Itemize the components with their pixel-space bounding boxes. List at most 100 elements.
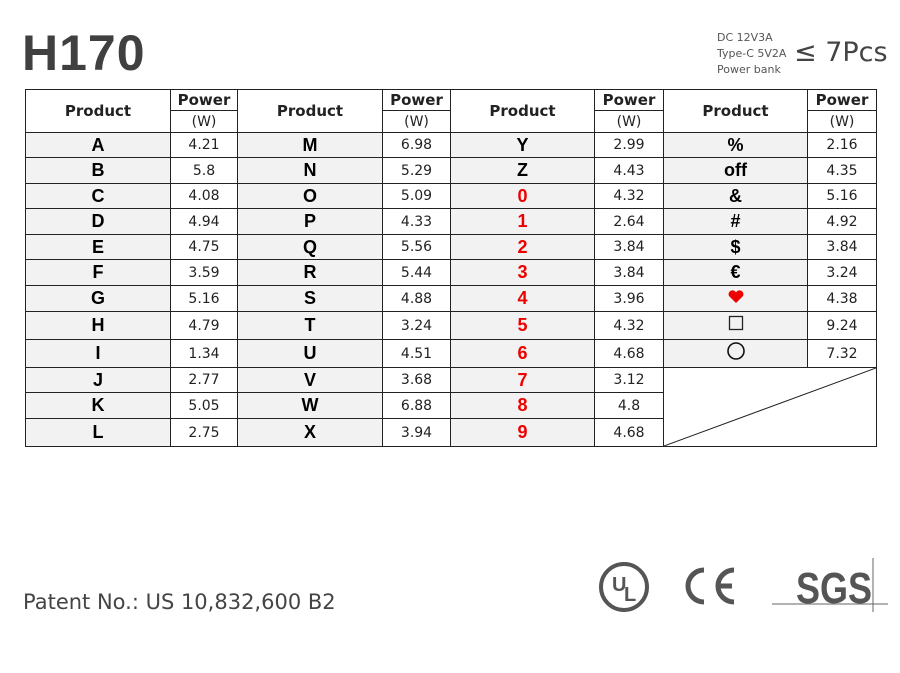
power-cell: 4.32	[594, 183, 664, 209]
table-row: K 5.05 W 6.88 8 4.8	[25, 392, 877, 419]
power-cell: 4.8	[594, 392, 664, 419]
product-cell: &	[663, 183, 808, 209]
power-cell: 5.16	[170, 285, 238, 312]
product-cell: 0	[450, 183, 595, 209]
empty-cell	[663, 367, 877, 447]
power-cell: 4.35	[807, 157, 877, 184]
header-power: Power	[382, 89, 451, 111]
power-cell: 3.96	[594, 285, 664, 312]
table-row: A 4.21 M 6.98 Y 2.99% 2.16	[25, 132, 877, 158]
power-cell: 4.75	[170, 234, 238, 260]
product-cell: 5	[450, 311, 595, 340]
table-row: D 4.94 P 4.33 1 2.64 #4.92	[25, 208, 877, 235]
product-cell: 3	[450, 259, 595, 286]
power-cell: 2.77	[170, 367, 238, 393]
product-cell: 2	[450, 234, 595, 260]
spec-powerbank: Power bank	[717, 63, 781, 76]
power-cell: 9.24	[807, 311, 877, 340]
power-cell: 3.84	[594, 259, 664, 286]
product-cell: off	[663, 157, 808, 184]
product-cell: K	[25, 392, 171, 419]
power-cell: 4.94	[170, 208, 238, 235]
circle-icon	[726, 341, 746, 366]
product-heart-icon	[663, 285, 808, 312]
power-cell: 6.88	[382, 392, 451, 419]
product-cell: L	[25, 418, 171, 447]
product-cell: M	[237, 132, 383, 158]
table-row: I 1.34 U 4.51 6 4.68 7.32	[25, 339, 877, 368]
diagonal-line	[664, 368, 876, 446]
header-product: Product	[663, 89, 808, 133]
patent-number: Patent No.: US 10,832,600 B2	[23, 590, 336, 614]
quantity: ≤ 7Pcs	[794, 37, 888, 68]
power-cell: 4.51	[382, 339, 451, 368]
product-cell: B	[25, 157, 171, 184]
power-cell: 3.68	[382, 367, 451, 393]
power-cell: 2.16	[807, 132, 877, 158]
model-title: H170	[22, 25, 146, 81]
power-cell: 3.59	[170, 259, 238, 286]
power-cell: 4.21	[170, 132, 238, 158]
product-cell: 9	[450, 418, 595, 447]
product-cell: D	[25, 208, 171, 235]
power-cell: 5.09	[382, 183, 451, 209]
sgs-logo: SGS	[772, 558, 888, 613]
product-cell: I	[25, 339, 171, 368]
svg-text:SGS: SGS	[796, 564, 872, 613]
product-cell: $	[663, 234, 808, 260]
power-cell: 5.8	[170, 157, 238, 184]
table-row: F 3.59 R 5.44 3 3.84 €3.24	[25, 259, 877, 286]
product-cell: Y	[450, 132, 595, 158]
product-square-icon	[663, 311, 808, 340]
heart-icon	[727, 288, 745, 309]
spec-typec: Type-C 5V2A	[717, 47, 787, 60]
product-cell: G	[25, 285, 171, 312]
product-cell: 4	[450, 285, 595, 312]
product-cell: H	[25, 311, 171, 340]
product-cell: W	[237, 392, 383, 419]
table-row: B 5.8 N 5.29 Z 4.43 off 4.35	[25, 157, 877, 184]
power-cell: 3.94	[382, 418, 451, 447]
header-product: Product	[25, 89, 171, 133]
power-cell: 4.08	[170, 183, 238, 209]
product-cell: R	[237, 259, 383, 286]
svg-text:U: U	[612, 574, 626, 596]
header-unit: (W)	[594, 110, 664, 133]
power-cell: 4.88	[382, 285, 451, 312]
product-cell: A	[25, 132, 171, 158]
ul-logo: U L	[599, 562, 649, 612]
power-cell: 5.44	[382, 259, 451, 286]
power-cell: 4.68	[594, 339, 664, 368]
power-cell: 5.29	[382, 157, 451, 184]
product-cell: J	[25, 367, 171, 393]
product-cell: E	[25, 234, 171, 260]
product-cell: P	[237, 208, 383, 235]
header-product: Product	[237, 89, 383, 133]
power-cell: 4.68	[594, 418, 664, 447]
product-cell: V	[237, 367, 383, 393]
power-cell: 4.33	[382, 208, 451, 235]
table-row: L 2.75 X 3.94 9 4.68	[25, 418, 877, 447]
product-cell: N	[237, 157, 383, 184]
square-icon	[728, 315, 744, 336]
header-power: Power	[807, 89, 877, 111]
power-cell: 7.32	[807, 339, 877, 368]
power-cell: 3.24	[382, 311, 451, 340]
power-cell: 4.79	[170, 311, 238, 340]
product-cell: C	[25, 183, 171, 209]
power-table: Product Power Product Power Product Power Prod…	[25, 89, 877, 447]
header-power: Power	[170, 89, 238, 111]
power-cell: 2.75	[170, 418, 238, 447]
header-unit: (W)	[807, 110, 877, 133]
product-cell: Z	[450, 157, 595, 184]
table-row: E 4.75 Q 5.56 2 3.84 $3.84	[25, 234, 877, 260]
product-cell: %	[663, 132, 808, 158]
power-cell: 4.32	[594, 311, 664, 340]
power-cell: 3.84	[594, 234, 664, 260]
power-cell: 4.43	[594, 157, 664, 184]
table-row: H 4.79 T 3.24 5 4.32 9.24	[25, 311, 877, 340]
power-cell: 3.24	[807, 259, 877, 286]
table-row: C 4.08 O 5.09 0 4.32 & 5.16	[25, 183, 877, 209]
table-row: J 2.77 V 3.68 7 3.12	[25, 367, 877, 447]
table-row: G 5.16 S 4.88 4 3.96 4.38	[25, 285, 877, 312]
